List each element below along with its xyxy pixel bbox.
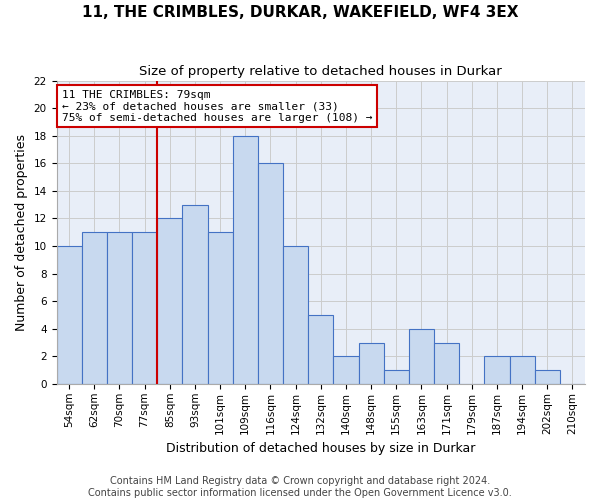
Bar	[359, 342, 383, 384]
Y-axis label: Number of detached properties: Number of detached properties	[15, 134, 28, 330]
Text: 11, THE CRIMBLES, DURKAR, WAKEFIELD, WF4 3EX: 11, THE CRIMBLES, DURKAR, WAKEFIELD, WF4…	[82, 5, 518, 20]
Bar	[334, 356, 359, 384]
Bar	[383, 370, 409, 384]
Bar	[233, 136, 258, 384]
Bar	[308, 315, 334, 384]
Bar	[484, 356, 509, 384]
Bar	[535, 370, 560, 384]
Bar	[157, 218, 182, 384]
Bar	[208, 232, 233, 384]
X-axis label: Distribution of detached houses by size in Durkar: Distribution of detached houses by size …	[166, 442, 475, 455]
Bar	[258, 164, 283, 384]
Bar	[132, 232, 157, 384]
Text: Contains HM Land Registry data © Crown copyright and database right 2024.
Contai: Contains HM Land Registry data © Crown c…	[88, 476, 512, 498]
Bar	[182, 204, 208, 384]
Text: 11 THE CRIMBLES: 79sqm
← 23% of detached houses are smaller (33)
75% of semi-det: 11 THE CRIMBLES: 79sqm ← 23% of detached…	[62, 90, 373, 123]
Bar	[82, 232, 107, 384]
Bar	[509, 356, 535, 384]
Bar	[283, 246, 308, 384]
Bar	[434, 342, 459, 384]
Bar	[56, 246, 82, 384]
Bar	[107, 232, 132, 384]
Bar	[409, 328, 434, 384]
Title: Size of property relative to detached houses in Durkar: Size of property relative to detached ho…	[139, 65, 502, 78]
